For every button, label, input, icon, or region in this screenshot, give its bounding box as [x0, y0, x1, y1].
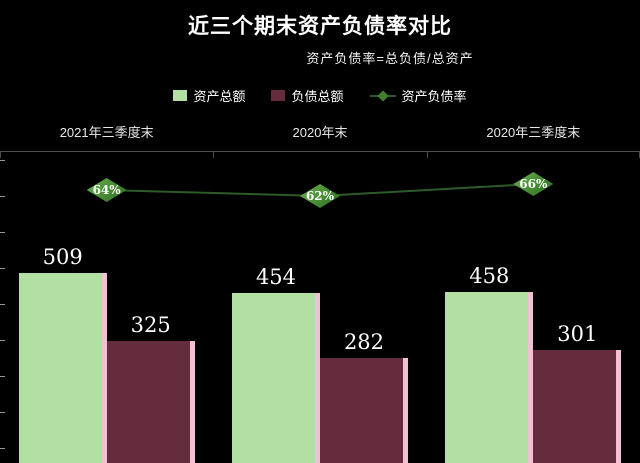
liabilities-value-label-2: 301 [557, 322, 598, 346]
liabilities-value-label-0: 325 [130, 313, 171, 337]
legend-label: 资产负债率 [401, 89, 467, 104]
bar-edge-highlight [314, 293, 320, 463]
legend-item-1: 负债总额 [271, 86, 344, 105]
liabilities-value-label-1: 282 [343, 330, 385, 354]
assets-bar-1 [231, 293, 320, 463]
value-axis-tick [0, 448, 5, 449]
assets-bar-2 [445, 292, 534, 463]
legend-label: 负债总额 [291, 89, 344, 104]
axis-tick [426, 152, 428, 158]
bar-edge-highlight [402, 358, 408, 463]
chart-subtitle: 资产负债率=总负债/总资产 [306, 51, 474, 66]
category-label-1: 2020年末 [292, 125, 348, 140]
value-axis-tick [0, 412, 5, 413]
assets-value-label-1: 454 [255, 265, 297, 289]
assets-value-label-0: 509 [42, 245, 83, 269]
category-label-2: 2020年三季度末 [486, 125, 581, 140]
category-axis-line [0, 151, 640, 152]
liabilities-bar-0 [106, 341, 195, 463]
legend-item-2: 资产负债率 [369, 86, 467, 105]
value-axis-tick [0, 196, 5, 197]
category-label-0: 2021年三季度末 [59, 125, 154, 140]
axis-tick [213, 152, 215, 158]
bar-group-2: 458 301 [427, 0, 640, 463]
value-axis-tick [0, 160, 5, 161]
bar-edge-highlight [616, 350, 622, 463]
value-axis-tick [0, 232, 5, 233]
assets-value-label-2: 458 [469, 264, 510, 288]
value-axis-tick [0, 376, 5, 377]
category-axis: 2021年三季度末 2020年末 2020年三季度末 [0, 122, 640, 141]
liabilities-bar-2 [533, 350, 622, 463]
axis-tick [0, 152, 1, 158]
value-axis-tick [0, 340, 5, 341]
bar-group-1: 454 282 [213, 0, 426, 463]
bar-edge-highlight [189, 341, 195, 463]
assets-bar-0 [18, 273, 107, 463]
legend-swatch-icon [271, 90, 286, 101]
rate-line-layer: 64% 62% 66% [0, 150, 640, 240]
bar-edge-highlight [101, 273, 107, 463]
bar-edge-highlight [528, 292, 534, 463]
value-axis-tick [0, 304, 5, 305]
chart-title: 近三个期末资产负债率对比 [188, 15, 452, 38]
legend-swatch-icon [173, 90, 188, 101]
value-axis-tick [0, 268, 5, 269]
bar-group-0: 509 325 [0, 0, 213, 463]
legend-label: 资产总额 [193, 89, 246, 104]
legend: 资产总额 负债总额 资产负债率 [0, 86, 640, 105]
liabilities-bar-1 [319, 358, 408, 463]
legend-item-0: 资产总额 [173, 86, 245, 105]
legend-line-diamond-icon [369, 90, 396, 102]
